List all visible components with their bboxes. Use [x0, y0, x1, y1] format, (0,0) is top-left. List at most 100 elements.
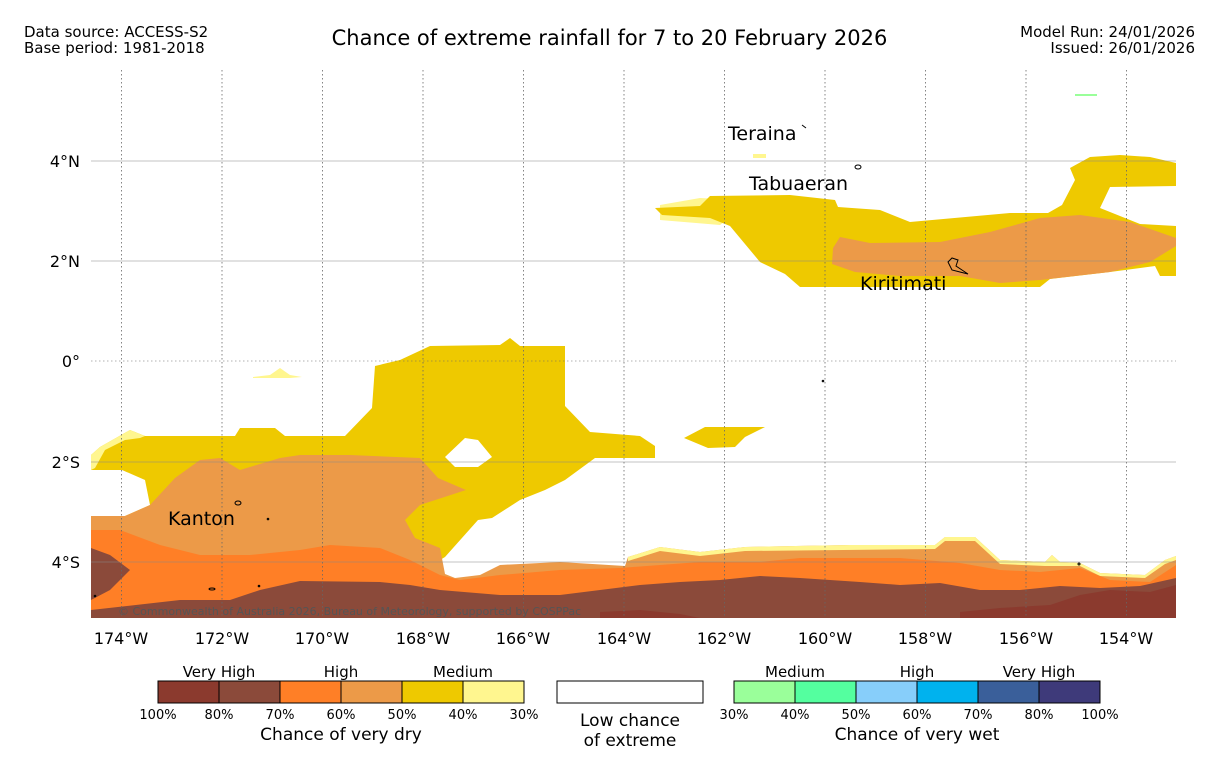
dry-legend-groups: Very High High Medium [183, 663, 493, 681]
dry-group-very-high: Very High [183, 663, 256, 681]
model-run-text: Model Run: 24/01/2026 [1020, 23, 1195, 41]
south-extreme-patch-west [600, 610, 700, 618]
tabuaeran-island [854, 164, 862, 170]
dry-tick-50: 50% [388, 708, 417, 723]
wet-swatch-6 [1038, 680, 1101, 704]
lon-label-154w: 154°W [1099, 629, 1154, 648]
lon-label-172w: 172°W [195, 629, 250, 648]
low-chance-line1: Low chance [580, 711, 680, 731]
low-chance-legend: Low chance of extreme [556, 680, 704, 751]
teraina-island [801, 124, 807, 129]
base-period-text: Base period: 1981-2018 [24, 39, 205, 57]
lon-label-164w: 164°W [597, 629, 652, 648]
small-island-4 [208, 587, 216, 591]
lon-label-170w: 170°W [295, 629, 350, 648]
low-chance-hole [445, 438, 492, 467]
wet-tick-60: 60% [903, 708, 932, 723]
wet-group-very-high: Very High [1003, 663, 1076, 681]
wet-group-high: High [900, 663, 934, 681]
header-right: Model Run: 24/01/2026 Issued: 26/01/2026 [1020, 24, 1195, 56]
issued-text: Issued: 26/01/2026 [1050, 39, 1195, 57]
chart-title: Chance of extreme rainfall for 7 to 20 F… [331, 26, 888, 50]
wet-tick-100: 100% [1081, 708, 1118, 723]
lon-label-162w: 162°W [697, 629, 752, 648]
wet-tick-80: 80% [1025, 708, 1054, 723]
dry-tick-100: 100% [139, 708, 176, 723]
dry-legend-swatches [157, 680, 525, 704]
dry-tick-80: 80% [205, 708, 234, 723]
wet-tick-70: 70% [964, 708, 993, 723]
top-wet-patch [1075, 94, 1097, 96]
lon-label-168w: 168°W [396, 629, 451, 648]
place-label-tabuaeran: Tabuaeran [748, 173, 848, 195]
wet-legend-ticks: 30% 40% 50% 60% 70% 80% 100% [720, 708, 1119, 723]
dry-swatch-6 [462, 680, 525, 704]
south-high-light-edge [628, 537, 1176, 578]
teraina-patch [753, 154, 766, 158]
lat-label-4s: 4°S [52, 553, 80, 572]
south-very-high-area [91, 548, 130, 600]
dry-tick-60: 60% [327, 708, 356, 723]
dry-swatch-1 [157, 680, 220, 704]
wet-tick-50: 50% [842, 708, 871, 723]
south-medium-light-edge [91, 430, 145, 470]
wet-swatch-4 [916, 680, 979, 704]
meridian-lines [121, 70, 1127, 618]
wet-tick-40: 40% [781, 708, 810, 723]
header-left: Data source: ACCESS-S2 Base period: 1981… [24, 24, 208, 56]
dry-group-medium: Medium [433, 663, 493, 681]
dry-swatch-2 [218, 680, 281, 704]
small-island-2 [821, 379, 825, 383]
place-labels: Teraina Tabuaeran Kiritimati Kanton [168, 123, 946, 530]
low-chance-line2: of extreme [584, 731, 677, 751]
wet-swatch-5 [977, 680, 1040, 704]
dry-legend: Very High High Medium 100% 80% 70% 60% 5… [139, 663, 538, 745]
lon-label-174w: 174°W [94, 629, 149, 648]
lat-label-0: 0° [62, 352, 80, 371]
place-label-kiritimati: Kiritimati [860, 273, 946, 295]
equator-light-patch [253, 368, 302, 378]
lon-label-158w: 158°W [898, 629, 953, 648]
wet-swatch-3 [855, 680, 918, 704]
dry-swatch-4 [340, 680, 403, 704]
north-high-area [832, 215, 1176, 283]
dry-swatch-5 [401, 680, 464, 704]
kiritimati-island [947, 257, 969, 275]
central-small-patch [684, 427, 765, 448]
latitude-labels: 4°N 2°N 0° 2°S 4°S [50, 152, 80, 572]
place-label-kanton: Kanton [168, 508, 235, 530]
grid [91, 70, 1176, 618]
kanton-west-low [91, 470, 150, 516]
south-extreme-patch [960, 585, 1176, 618]
dry-legend-ticks: 100% 80% 70% 60% 50% 40% 30% [139, 708, 538, 723]
wet-legend: Medium High Very High 30% 40% 50% 60% 70… [720, 663, 1119, 745]
low-chance-swatch [556, 680, 704, 704]
wet-swatch-1 [733, 680, 796, 704]
copyright-text: © Commonwealth of Australia 2026, Bureau… [118, 605, 581, 618]
wet-legend-label: Chance of very wet [835, 725, 1000, 745]
lon-label-166w: 166°W [496, 629, 551, 648]
dry-tick-40: 40% [449, 708, 478, 723]
islands [93, 124, 1081, 598]
wet-legend-groups: Medium High Very High [765, 663, 1075, 681]
dry-swatch-3 [279, 680, 342, 704]
small-island-6 [93, 594, 97, 598]
wet-tick-30: 30% [720, 708, 749, 723]
map-shading [91, 94, 1176, 618]
dry-legend-label: Chance of very dry [260, 725, 422, 745]
dry-tick-70: 70% [266, 708, 295, 723]
lon-label-160w: 160°W [798, 629, 853, 648]
dry-tick-30: 30% [510, 708, 539, 723]
lat-label-2s: 2°S [52, 453, 80, 472]
place-label-teraina: Teraina [727, 123, 797, 145]
lat-label-2n: 2°N [50, 252, 80, 271]
kanton-island [234, 500, 242, 506]
wet-swatch-2 [794, 680, 857, 704]
lon-label-156w: 156°W [999, 629, 1054, 648]
small-island-5 [257, 584, 261, 588]
longitude-labels: 174°W 172°W 170°W 168°W 166°W 164°W 162°… [94, 629, 1154, 648]
south-very-high-band [91, 576, 1176, 618]
lat-label-4n: 4°N [50, 152, 80, 171]
parallel-lines [91, 160, 1176, 563]
